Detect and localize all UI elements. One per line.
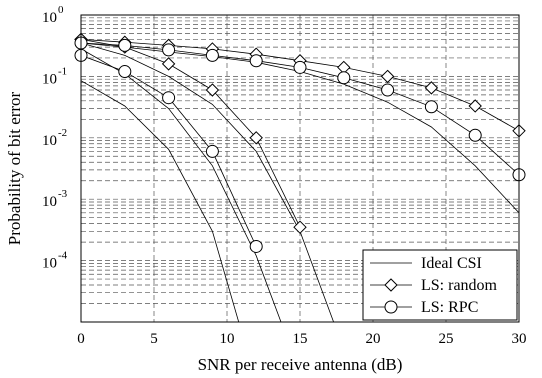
x-tick-label: 15 bbox=[293, 331, 308, 347]
legend: Ideal CSI LS: random LS: RPC bbox=[362, 249, 518, 321]
point-ls-rpc-2-5 bbox=[249, 54, 263, 68]
x-tick-label: 5 bbox=[150, 331, 158, 347]
point-ls-rpc-1-3 bbox=[162, 91, 176, 105]
y-tick-exponent: 0 bbox=[58, 4, 64, 16]
y-tick-label: 10 -3 bbox=[42, 188, 68, 210]
legend-label-ls-random: LS: random bbox=[421, 277, 498, 294]
point-ls-random-1-5 bbox=[249, 131, 263, 145]
y-tick-exponent: -3 bbox=[58, 188, 68, 200]
legend-marker-ls-rpc bbox=[384, 300, 398, 314]
point-ls-random-2-8 bbox=[380, 69, 395, 84]
x-tick-label: 10 bbox=[220, 331, 235, 347]
x-axis-label: SNR per receive antenna (dB) bbox=[198, 355, 403, 374]
point-ls-rpc-2-3 bbox=[162, 43, 176, 57]
point-ls-rpc-2-8 bbox=[381, 83, 395, 97]
x-tick-label: 20 bbox=[366, 331, 381, 347]
y-tick-label: 10 -4 bbox=[42, 250, 68, 272]
y-axis-label: Probability of bit error bbox=[5, 91, 24, 245]
y-tick-label: 10 -2 bbox=[42, 127, 67, 149]
y-tick-base: 10 bbox=[42, 133, 57, 149]
point-ls-rpc-2-6 bbox=[293, 60, 307, 74]
y-tick-label: 10 -1 bbox=[42, 65, 67, 87]
legend-label-ls-rpc: LS: RPC bbox=[421, 299, 478, 316]
y-tick-label: 10 0 bbox=[42, 4, 64, 26]
y-tick-exponent: -2 bbox=[58, 127, 67, 139]
legend-marker-ls-random bbox=[384, 278, 398, 292]
point-ls-rpc-2-2 bbox=[118, 38, 132, 52]
point-ls-rpc-2-9 bbox=[424, 100, 438, 114]
point-ls-random-2-9 bbox=[424, 81, 439, 95]
plot-frame bbox=[80, 14, 520, 323]
point-ls-random-2-10 bbox=[468, 99, 482, 113]
y-tick-base: 10 bbox=[42, 194, 57, 210]
point-ls-rpc-2-4 bbox=[205, 48, 219, 62]
point-ls-rpc-2-7 bbox=[337, 71, 351, 85]
y-tick-base: 10 bbox=[42, 71, 57, 87]
x-tick-label: 0 bbox=[77, 331, 85, 347]
point-ls-rpc-1-2 bbox=[118, 65, 132, 79]
point-ls-random-1-3 bbox=[161, 57, 176, 71]
y-tick-exponent: -1 bbox=[58, 65, 67, 77]
point-ls-random-1-6 bbox=[293, 220, 307, 234]
series-line-ideal-csi-1 bbox=[81, 80, 240, 322]
legend-label-ideal-csi: Ideal CSI bbox=[421, 255, 482, 272]
point-ls-rpc-1-5 bbox=[249, 239, 263, 253]
point-ls-random-1-4 bbox=[205, 83, 220, 97]
series-line-ideal-csi-2 bbox=[81, 48, 282, 322]
point-ls-rpc-1-4 bbox=[205, 144, 219, 158]
series-line-ls-random-1 bbox=[81, 39, 301, 228]
y-tick-exponent: -4 bbox=[58, 250, 68, 262]
markers bbox=[74, 32, 526, 253]
x-tick-label: 30 bbox=[512, 331, 527, 347]
y-tick-base: 10 bbox=[42, 10, 57, 26]
x-tick-label: 25 bbox=[439, 331, 454, 347]
y-tick-base: 10 bbox=[42, 256, 57, 272]
point-ls-rpc-2-10 bbox=[468, 128, 482, 142]
